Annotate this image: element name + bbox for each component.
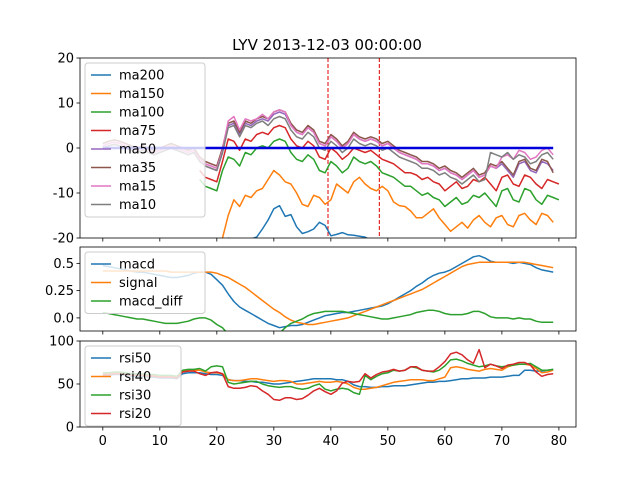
- x-tick-label: 50: [380, 434, 397, 449]
- series-line-ma75: [199, 124, 560, 192]
- y-tick-label: 0.5: [53, 257, 74, 272]
- x-tick-label: 30: [266, 434, 283, 449]
- chart-title: LYV 2013-12-03 00:00:00: [232, 36, 422, 54]
- legend-label-rsi30: rsi30: [119, 389, 151, 404]
- legend-label-rsi40: rsi40: [119, 370, 151, 385]
- series-line-macd_diff: [102, 309, 554, 331]
- y-tick-label: 0: [66, 142, 74, 157]
- series-line-ma200: [228, 204, 369, 238]
- y-tick-label: 10: [57, 97, 74, 112]
- legend-label-rsi20: rsi20: [119, 407, 151, 422]
- legend-label-ma100: ma100: [119, 106, 164, 121]
- panel-macd: 0.0 0.25 0.5 macd signal macd_diff: [45, 246, 577, 335]
- y-tick-label: 20: [57, 52, 74, 67]
- legend-box: [84, 345, 182, 427]
- legend-label-ma35: ma35: [119, 161, 156, 176]
- series-line-ma150: [221, 169, 554, 238]
- y-tick-label: 100: [49, 335, 74, 350]
- legend-box: [84, 251, 206, 314]
- panel-moving-averages: -20-1001020ma200ma150ma100ma75ma50ma35ma…: [53, 52, 577, 247]
- legend-label-ma15: ma15: [119, 180, 156, 195]
- x-tick-label: 80: [551, 434, 568, 449]
- x-tick-label: 10: [152, 434, 169, 449]
- legend-label-signal: signal: [119, 276, 157, 291]
- legend: rsi50 rsi40 rsi30 rsi20: [84, 345, 182, 427]
- legend-label-ma10: ma10: [119, 198, 156, 213]
- chart-panels: -20-1001020ma200ma150ma100ma75ma50ma35ma…: [45, 52, 577, 449]
- legend: macd signal macd_diff: [84, 251, 206, 314]
- y-tick-label: 0.25: [45, 284, 74, 299]
- legend-label-macd_diff: macd_diff: [119, 295, 183, 310]
- x-tick-label: 0: [99, 434, 107, 449]
- y-tick-label: 0: [66, 421, 74, 436]
- legend: ma200 ma150 ma100 ma75 ma50 ma35 ma15 ma10: [84, 62, 206, 218]
- y-tick-label: -10: [53, 187, 74, 202]
- legend-label-ma150: ma150: [119, 87, 164, 102]
- y-tick-label: -20: [53, 232, 74, 247]
- y-tick-label: 50: [57, 378, 74, 393]
- legend-label-ma50: ma50: [119, 143, 156, 158]
- legend-label-rsi50: rsi50: [119, 352, 151, 367]
- legend-label-ma200: ma200: [119, 69, 164, 84]
- x-tick-label: 60: [437, 434, 454, 449]
- axes-frame: [79, 246, 577, 332]
- legend-label-macd: macd: [119, 258, 155, 273]
- y-tick-label: 0.0: [53, 311, 74, 326]
- x-tick-label: 70: [494, 434, 511, 449]
- x-tick-label: 20: [209, 434, 226, 449]
- x-tick-label: 40: [323, 434, 340, 449]
- legend-box: [84, 62, 206, 218]
- legend-label-ma75: ma75: [119, 124, 156, 139]
